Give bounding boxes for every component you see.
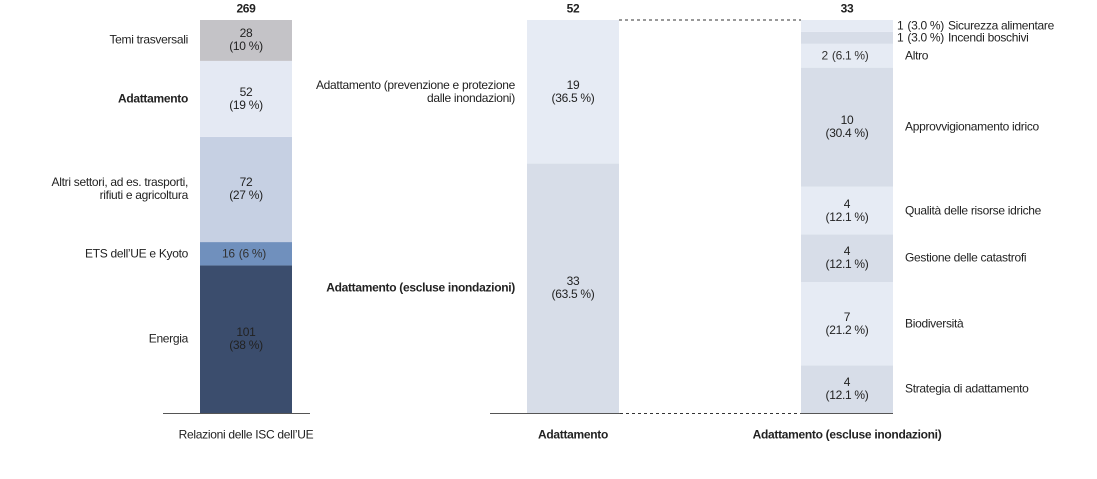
bar-segment (527, 20, 619, 164)
axis-category: Relazioni delle ISC dell’UE (178, 427, 314, 442)
bar-segment (801, 234, 893, 282)
segment-value: 4 (12.1 %) (826, 376, 869, 402)
segment-value: 72 (27 %) (229, 176, 263, 202)
segment-value: 19 (36.5 %) (551, 77, 595, 105)
category-label: Adattamento (prevenzione e protezione da… (315, 77, 515, 105)
percent-label: (38 %) (229, 338, 263, 353)
segment-value: 28 (10 %) (229, 27, 263, 53)
value-label: 1 (897, 30, 904, 45)
segment-label: 1 (3.0 %) Sicurezza alimentare (897, 19, 1058, 32)
percent-label: (63.5 %) (551, 287, 595, 302)
segment-value: 4 (12.1 %) (825, 196, 869, 224)
category-label: Altri settori, ad es. trasporti, rifiuti… (51, 175, 189, 203)
category-label: Temi trasversali (109, 32, 188, 47)
bar-segment (801, 20, 893, 32)
bar-segment (200, 136, 292, 243)
value-label: 19 (566, 77, 580, 92)
value-label: 4 (843, 196, 851, 211)
bar-segment (200, 60, 292, 137)
category-label: Incendi boschivi (947, 30, 1029, 45)
axis-category: Adattamento (escluse inondazioni) (752, 427, 942, 442)
percent-label: (3.0 %) (907, 30, 944, 45)
value-label: 52 (239, 84, 253, 99)
value-label: 7 (843, 309, 851, 324)
percent-label: (10 %) (229, 39, 263, 54)
value-label: 28 (239, 26, 253, 41)
value-label: 72 (239, 175, 253, 190)
bar-segment (801, 282, 893, 366)
category-label: Gestione delle catastrofi (905, 250, 1027, 265)
bar-segment (200, 265, 292, 413)
bar-segment (527, 163, 619, 413)
total-label: 269 (236, 1, 256, 16)
percent-label: (27 %) (229, 188, 263, 203)
value-label: 101 (236, 325, 256, 340)
percent-label: (6 %) (238, 246, 266, 261)
percent-label: (19 %) (229, 97, 263, 112)
segment-value: 33 (63.5 %) (552, 275, 595, 301)
value-label: 4 (843, 375, 851, 390)
category-label: Approvvigionamento idrico (905, 119, 1039, 134)
category-label: Adattamento (escluse inondazioni) (326, 280, 515, 295)
value-label: 16 (222, 246, 235, 261)
bar-segment (801, 43, 893, 68)
percent-label: (21.2 %) (825, 322, 869, 337)
bar-segment (200, 20, 292, 61)
category-label: Energia (148, 331, 189, 346)
percent-label: (12.1 %) (825, 209, 869, 224)
percent-label: (6.1 %) (831, 48, 869, 63)
bar-segment (801, 31, 893, 44)
value-label: 2 (821, 48, 829, 63)
category-label: Adattamento (117, 91, 188, 106)
segment-value: 52 (19 %) (229, 84, 263, 112)
segment-value: 10 (30.4 %) (826, 114, 869, 140)
category-label: Sicurezza alimentare (947, 18, 1055, 33)
bar-segment (801, 365, 893, 413)
total-label: 33 (840, 1, 854, 16)
value-label: 33 (566, 274, 580, 289)
category-label: Biodiversità (905, 316, 964, 331)
bar-segment (200, 242, 292, 266)
axis-category: Adattamento (537, 427, 609, 442)
segment-value: 4 (12.1 %) (826, 245, 869, 271)
value-label: 10 (840, 113, 854, 128)
category-label: Qualità delle risorse idriche (905, 203, 1042, 218)
value-label: 4 (843, 244, 851, 259)
value-label: 1 (897, 18, 904, 33)
category-label: Altro (905, 48, 929, 63)
percent-label: (3.0 %) (907, 18, 944, 33)
segment-value: 7 (21.2 %) (825, 309, 869, 337)
segment-value: 2 (6.1 %) (822, 49, 873, 62)
total-label: 52 (566, 1, 580, 16)
segment-label: 1 (3.0 %) Incendi boschivi (897, 31, 1033, 44)
percent-label: (30.4 %) (825, 126, 869, 141)
bar-segment (801, 186, 893, 235)
percent-label: (36.5 %) (551, 90, 595, 105)
percent-label: (12.1 %) (825, 388, 869, 403)
segment-value: 101 (38 %) (229, 326, 263, 352)
percent-label: (12.1 %) (825, 257, 869, 272)
bar-segment (801, 67, 893, 187)
category-label: Strategia di adattamento (905, 381, 1029, 396)
segment-value: 16 (6 %) (222, 247, 270, 260)
category-label: ETS dell’UE e Kyoto (84, 246, 188, 261)
